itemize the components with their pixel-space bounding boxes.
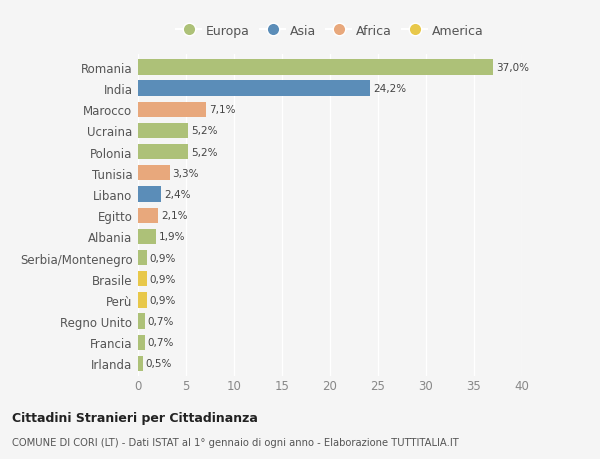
Text: Cittadini Stranieri per Cittadinanza: Cittadini Stranieri per Cittadinanza	[12, 412, 258, 425]
Text: 5,2%: 5,2%	[191, 126, 217, 136]
Legend: Europa, Asia, Africa, America: Europa, Asia, Africa, America	[171, 20, 489, 43]
Text: 1,9%: 1,9%	[159, 232, 185, 242]
Text: 0,7%: 0,7%	[148, 337, 174, 347]
Bar	[138, 60, 493, 75]
Text: 24,2%: 24,2%	[373, 84, 406, 94]
Bar	[138, 229, 156, 245]
Text: 0,5%: 0,5%	[146, 358, 172, 369]
Bar	[138, 314, 145, 329]
Bar	[138, 123, 188, 139]
Bar	[138, 272, 146, 287]
Bar	[138, 102, 206, 118]
Text: 0,9%: 0,9%	[149, 253, 176, 263]
Text: 0,9%: 0,9%	[149, 274, 176, 284]
Bar	[138, 187, 161, 202]
Bar	[138, 356, 143, 371]
Text: 2,1%: 2,1%	[161, 211, 188, 221]
Text: 0,7%: 0,7%	[148, 316, 174, 326]
Text: 7,1%: 7,1%	[209, 105, 236, 115]
Bar	[138, 145, 188, 160]
Text: 2,4%: 2,4%	[164, 190, 190, 200]
Text: COMUNE DI CORI (LT) - Dati ISTAT al 1° gennaio di ogni anno - Elaborazione TUTTI: COMUNE DI CORI (LT) - Dati ISTAT al 1° g…	[12, 437, 459, 448]
Text: 5,2%: 5,2%	[191, 147, 217, 157]
Bar	[138, 251, 146, 266]
Bar	[138, 166, 170, 181]
Text: 37,0%: 37,0%	[496, 63, 529, 73]
Bar	[138, 335, 145, 350]
Text: 0,9%: 0,9%	[149, 295, 176, 305]
Bar	[138, 81, 370, 96]
Text: 3,3%: 3,3%	[173, 168, 199, 179]
Bar	[138, 293, 146, 308]
Bar	[138, 208, 158, 224]
